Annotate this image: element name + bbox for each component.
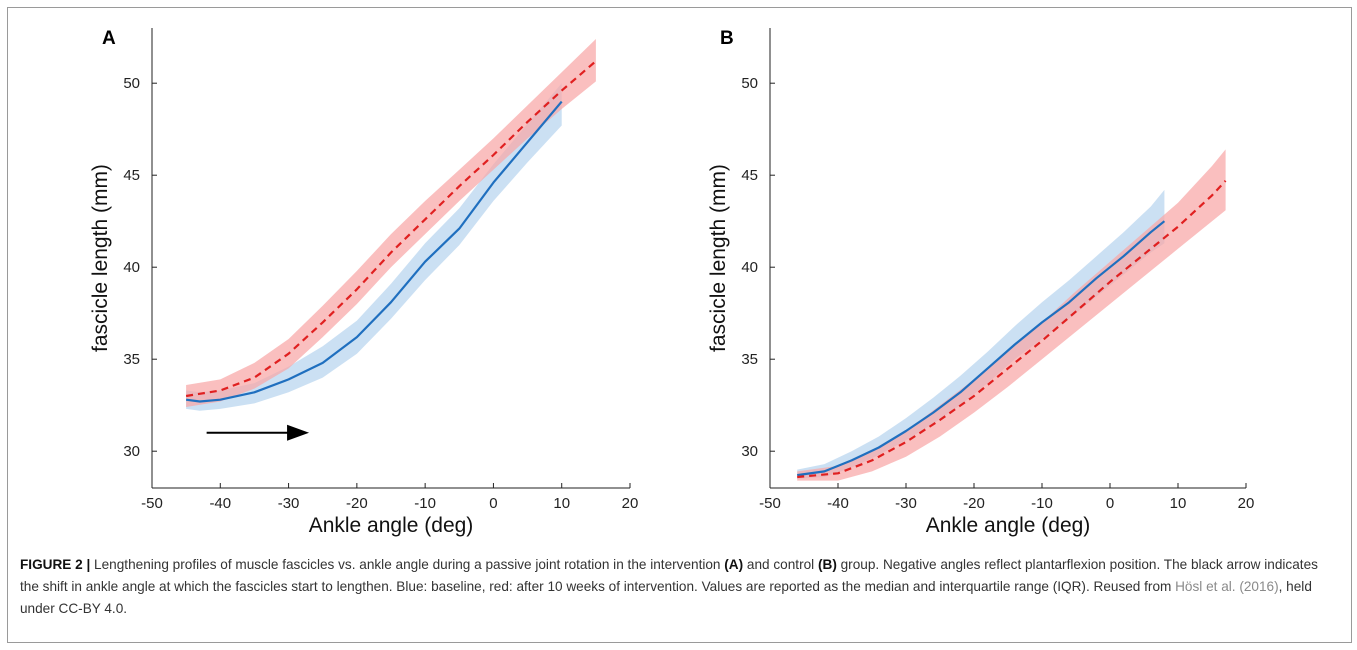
x-axis-label: Ankle angle (deg) [309,514,474,537]
y-tick-label: 45 [741,167,758,184]
x-tick-label: -40 [209,495,231,512]
y-tick-label: 30 [123,443,140,460]
x-tick-label: -30 [278,495,300,512]
y-tick-label: 40 [741,259,758,276]
panel-letter: A [102,28,116,49]
caption-text-3: group. Negative angles reflect plantarfl… [20,557,1318,594]
x-tick-label: -50 [141,495,163,512]
x-tick-label: -20 [346,495,368,512]
figure-frame [7,7,1352,643]
caption-text-2: and control [743,557,818,572]
caption-text-4: , held under CC-BY 4.0. [20,579,1312,616]
caption-label: FIGURE 2 | [20,557,91,572]
figure-plots: -50 -40 -30 -20 -10 0 10 20 30 35 40 45 50 Ankle angl… [89,28,1254,537]
panel-letter: B [720,28,734,49]
x-tick-label: -30 [895,495,917,512]
x-tick-label: -50 [759,495,781,512]
x-tick-label: 0 [1106,495,1114,512]
median-line-dashed [185,60,597,398]
iqr-band [797,189,1165,479]
figure-caption: FIGURE 2 | Lengthening profiles of muscl… [20,554,1340,620]
caption-ref-b: (B) [817,557,837,572]
caption-ref-a: (A) [724,557,744,572]
x-tick-label: -40 [827,495,849,512]
shift-arrow-head [287,424,310,441]
y-axis-label: fascicle length (mm) [89,164,112,352]
x-tick-label: 20 [1238,495,1255,512]
x-tick-label: 0 [489,495,497,512]
x-tick-label: 10 [1170,495,1187,512]
iqr-band [186,39,596,407]
citation-link[interactable]: Hösl et al. (2016) [1175,579,1279,594]
y-tick-label: 45 [123,167,140,184]
caption-text-1: Lengthening profiles of muscle fascicles… [90,557,725,572]
y-tick-label: 35 [741,351,758,368]
x-tick-label: 10 [553,495,570,512]
median-line-solid [797,220,1166,477]
y-tick-label: 35 [123,351,140,368]
y-tick-label: 40 [123,259,140,276]
panel-b: -50 -40 -30 -20 -10 0 10 20 30 35 40 45 50 Ankle angl… [707,28,1254,537]
y-axis-label: fascicle length (mm) [707,164,730,352]
y-tick-label: 30 [741,443,758,460]
x-tick-label: 20 [622,495,639,512]
y-tick-label: 50 [123,75,140,92]
x-tick-label: -10 [414,495,436,512]
panel-a: -50 -40 -30 -20 -10 0 10 20 30 35 40 45 50 Ankle angl… [89,28,638,537]
x-axis-label: Ankle angle (deg) [926,514,1091,537]
x-tick-label: -10 [1031,495,1053,512]
x-tick-label: -20 [963,495,985,512]
y-tick-label: 50 [741,75,758,92]
median-line-solid [185,100,563,403]
